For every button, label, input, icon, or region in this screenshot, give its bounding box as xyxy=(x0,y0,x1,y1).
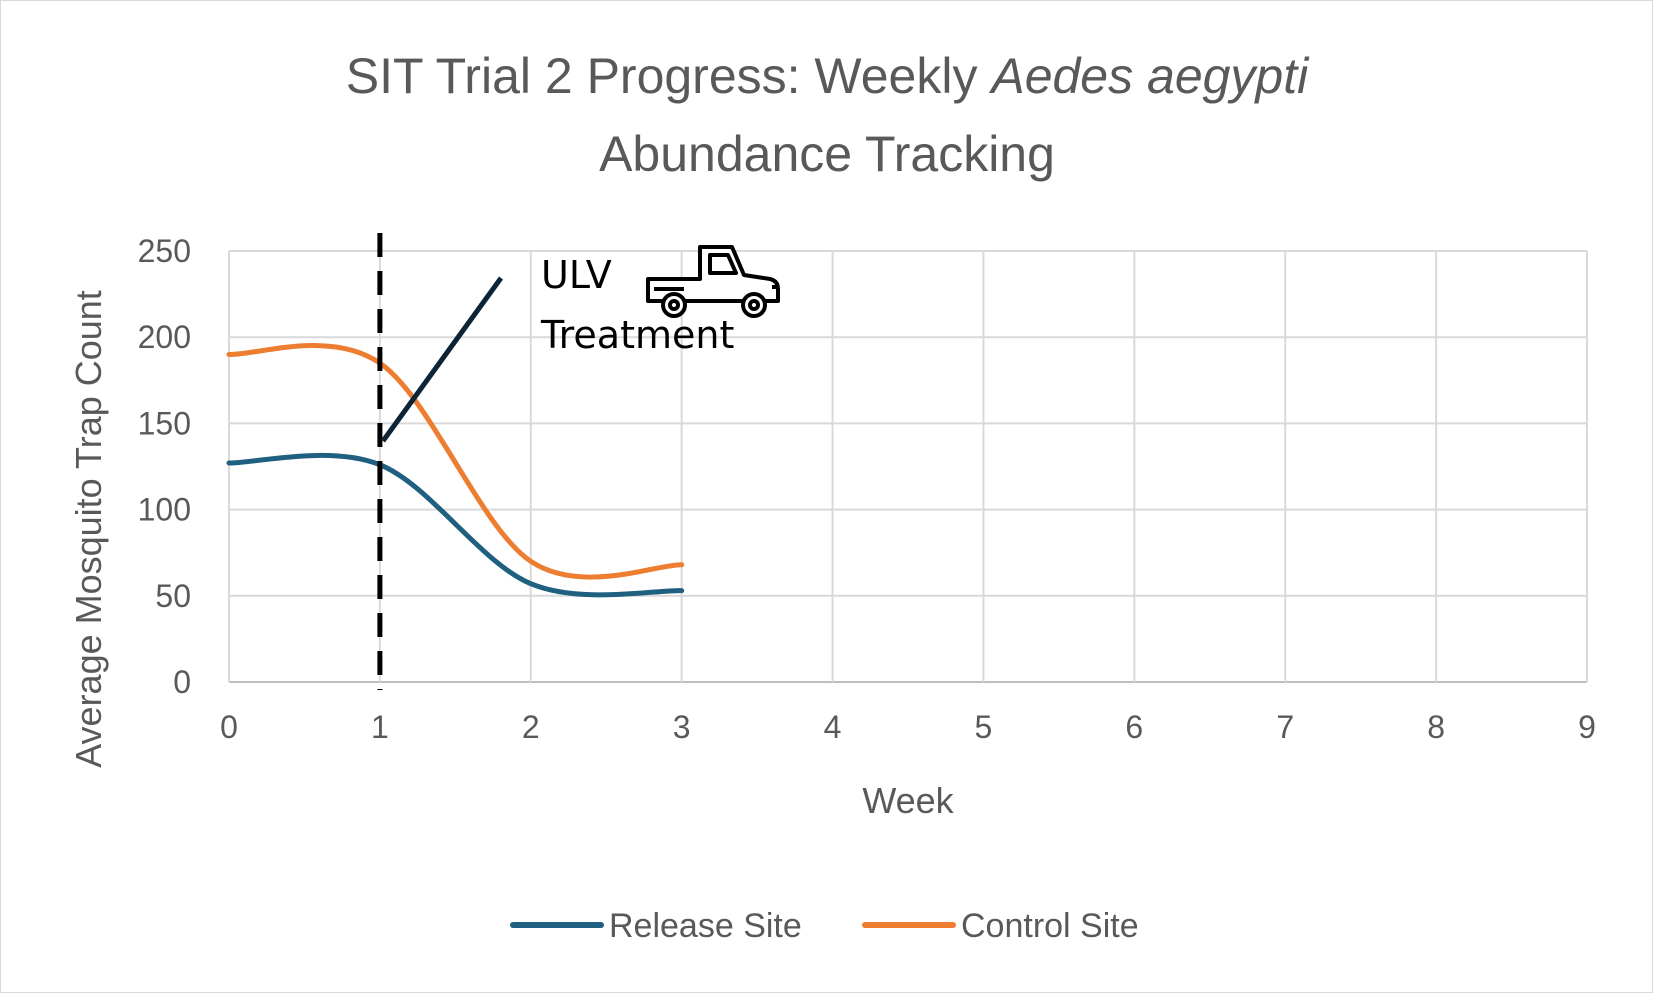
x-axis-title: Week xyxy=(862,780,954,821)
x-tick-label: 7 xyxy=(1276,709,1294,745)
y-tick-label: 150 xyxy=(138,405,191,441)
x-tick-label: 4 xyxy=(824,709,842,745)
treatment-callout-line xyxy=(380,276,504,443)
y-axis-title: Average Mosquito Trap Count xyxy=(68,290,109,768)
series-lines xyxy=(226,343,685,598)
legend: Release Site Control Site xyxy=(510,907,1139,945)
y-tick-label: 200 xyxy=(138,319,191,355)
treatment-label-line1: ULV xyxy=(541,253,612,297)
x-tick-label: 9 xyxy=(1578,709,1596,745)
chart-title-line1: SIT Trial 2 Progress: Weekly Aedes aegyp… xyxy=(346,48,1310,104)
x-tick-label: 3 xyxy=(673,709,691,745)
legend-label-control-site: Control Site xyxy=(961,907,1139,945)
x-tick-label: 8 xyxy=(1427,709,1445,745)
y-tick-label: 50 xyxy=(155,578,191,614)
x-tick-label: 0 xyxy=(220,709,238,745)
y-tick-label: 250 xyxy=(138,233,191,269)
chart-title-line2: Abundance Tracking xyxy=(599,126,1055,182)
series-line-release-site xyxy=(226,452,685,598)
pickup-truck-icon xyxy=(646,245,780,318)
gridlines xyxy=(228,250,1588,683)
y-tick-label: 0 xyxy=(173,664,191,700)
x-tick-label: 1 xyxy=(371,709,389,745)
x-tick-label: 2 xyxy=(522,709,540,745)
y-tick-label: 100 xyxy=(138,492,191,528)
chart-title-italic: Aedes aegypti xyxy=(988,48,1310,104)
x-tick-labels: 0 1 2 3 4 5 6 7 8 9 xyxy=(220,709,1596,745)
y-tick-labels: 0 50 100 150 200 250 xyxy=(138,233,191,700)
legend-label-release-site: Release Site xyxy=(609,907,802,945)
x-tick-label: 6 xyxy=(1125,709,1143,745)
chart-title-regular: SIT Trial 2 Progress: Weekly xyxy=(346,48,992,104)
x-tick-label: 5 xyxy=(975,709,993,745)
treatment-label-line2: Treatment xyxy=(540,313,734,357)
series-line-control-site xyxy=(226,343,685,580)
